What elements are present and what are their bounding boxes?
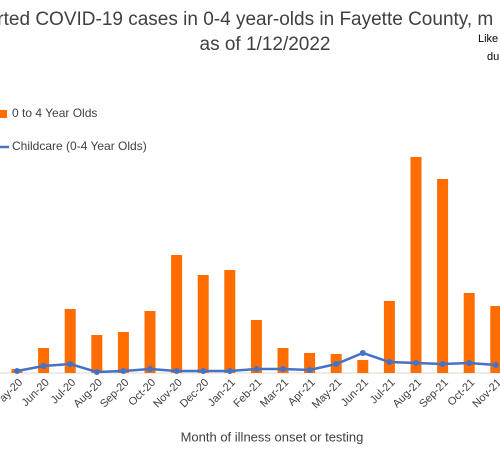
x-tick-label: Aug-20 bbox=[71, 377, 105, 411]
line-point bbox=[306, 367, 313, 373]
bar bbox=[91, 335, 103, 373]
line-point bbox=[413, 360, 419, 366]
x-tick-label: Mar-21 bbox=[258, 377, 291, 410]
bar bbox=[383, 301, 395, 373]
line-point bbox=[14, 368, 20, 374]
line-point bbox=[359, 350, 366, 356]
bar bbox=[117, 332, 129, 373]
line-point bbox=[200, 368, 207, 374]
bar bbox=[463, 293, 475, 373]
line-point bbox=[67, 361, 74, 367]
line-point bbox=[439, 361, 446, 367]
line-point bbox=[40, 363, 47, 369]
bar bbox=[197, 275, 209, 373]
bar bbox=[144, 311, 156, 373]
legend-label: Childcare (0-4 Year Olds) bbox=[12, 139, 147, 153]
legend-label: 0 to 4 Year Olds bbox=[12, 106, 97, 120]
bar bbox=[490, 306, 500, 373]
x-tick-label: Nov-20 bbox=[151, 377, 185, 411]
x-tick-label: Jun-21 bbox=[339, 377, 371, 409]
line-point bbox=[253, 366, 260, 372]
chart-title: orted COVID-19 cases in 0-4 year-olds in… bbox=[0, 9, 493, 30]
x-tick-label: Nov-21 bbox=[470, 377, 500, 411]
line-point bbox=[147, 366, 153, 372]
x-tick-label: May-21 bbox=[310, 377, 344, 411]
legend-swatch bbox=[0, 110, 7, 118]
bar bbox=[250, 320, 262, 373]
bar bbox=[410, 157, 422, 373]
bar bbox=[171, 255, 183, 373]
x-tick-label: Sep-20 bbox=[98, 377, 132, 411]
x-tick-label: Aug-21 bbox=[391, 377, 425, 411]
line-point bbox=[120, 368, 127, 374]
annotation: du bbox=[487, 51, 499, 63]
line-point bbox=[492, 362, 499, 368]
line-point bbox=[173, 368, 180, 374]
bar bbox=[304, 353, 316, 373]
bar bbox=[38, 348, 50, 373]
annotation: Like bbox=[478, 33, 498, 45]
line-point bbox=[226, 368, 233, 374]
chart-subtitle: as of 1/12/2022 bbox=[200, 34, 331, 55]
bar bbox=[224, 270, 236, 373]
line-point bbox=[386, 359, 393, 365]
x-tick-label: Dec-20 bbox=[178, 377, 212, 411]
x-axis-label: Month of illness onset or testing bbox=[181, 429, 364, 444]
line-point bbox=[280, 366, 286, 372]
x-tick-label: Jun-20 bbox=[20, 377, 52, 409]
x-tick-label: Feb-21 bbox=[231, 377, 264, 410]
line-point bbox=[466, 360, 473, 366]
line-point bbox=[93, 369, 100, 375]
bar bbox=[277, 348, 289, 373]
line-point bbox=[333, 361, 340, 367]
x-tick-label: Sep-21 bbox=[417, 377, 451, 411]
bar bbox=[437, 179, 449, 373]
bar bbox=[357, 360, 369, 373]
bar bbox=[64, 309, 76, 373]
